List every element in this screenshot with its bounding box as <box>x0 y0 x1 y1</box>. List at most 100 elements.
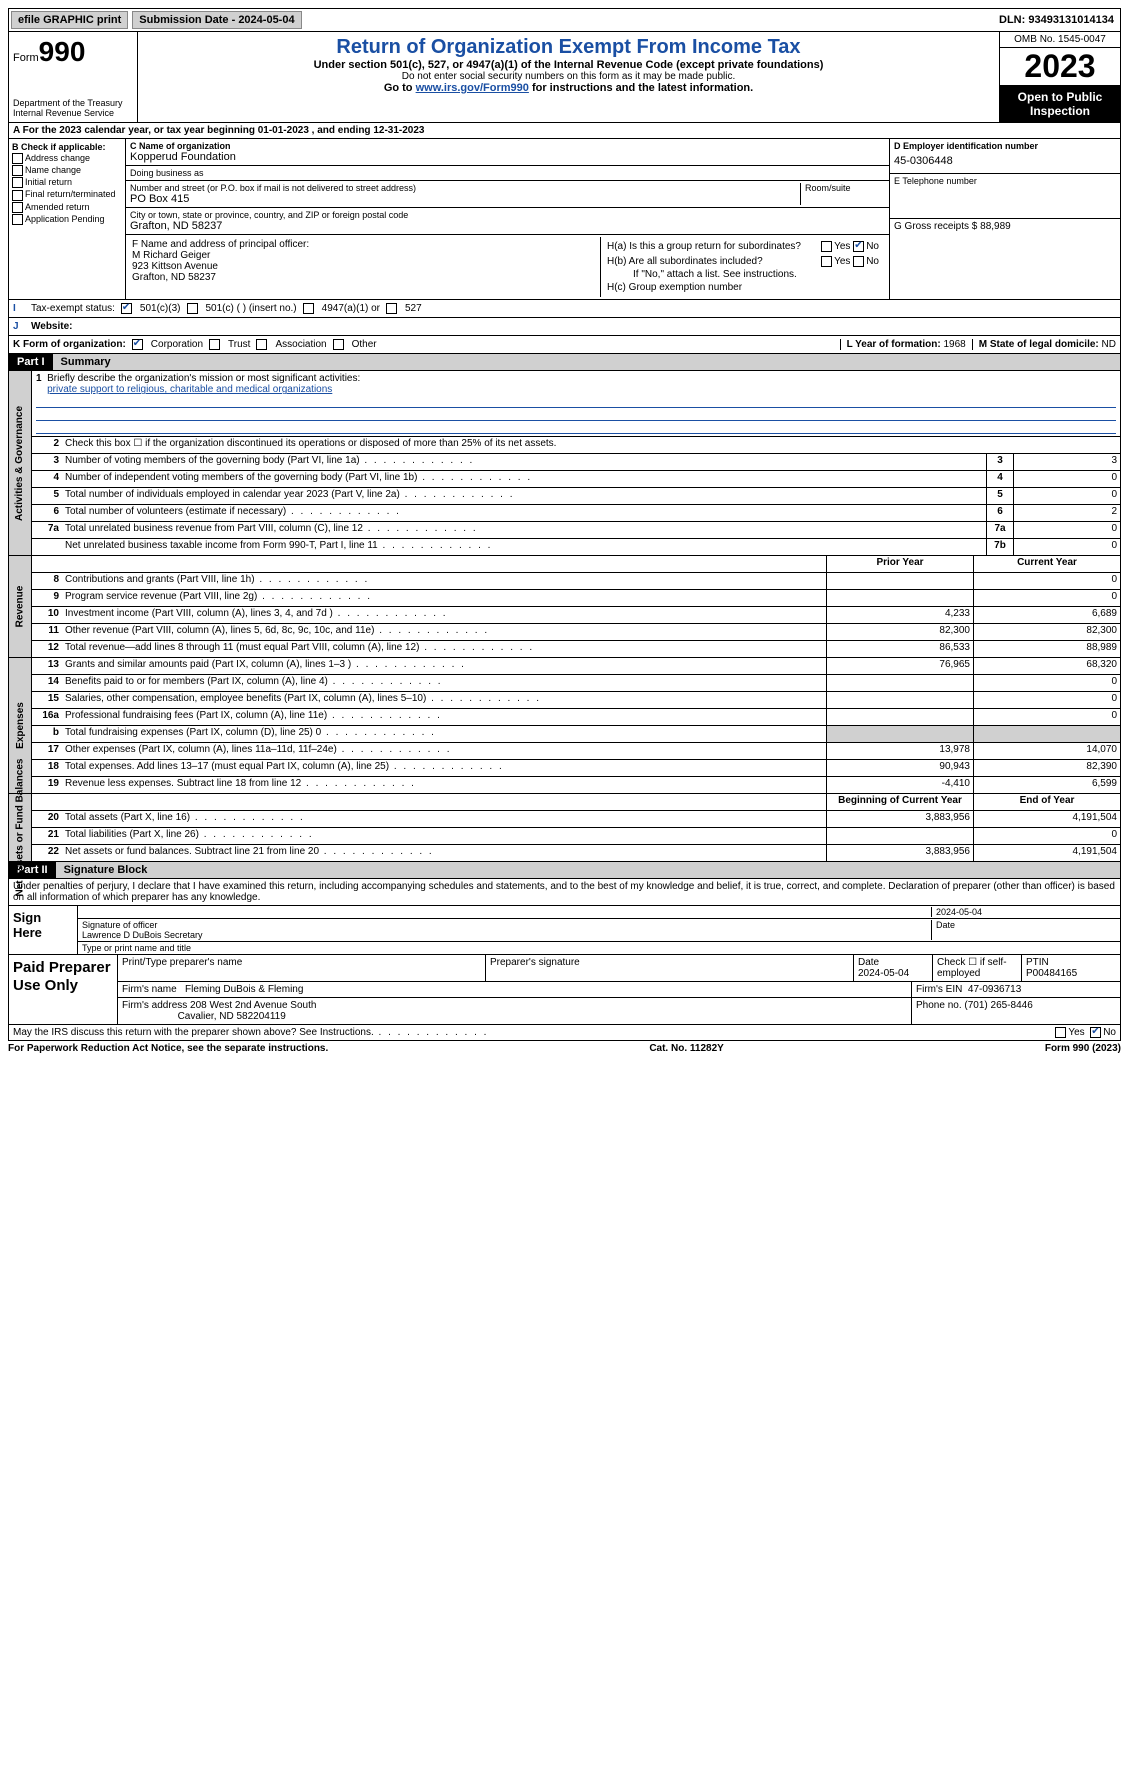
firm-ein: 47-0936713 <box>968 984 1021 995</box>
state-domicile: ND <box>1102 339 1116 350</box>
end-year-header: End of Year <box>973 794 1120 810</box>
efile-print-button[interactable]: efile GRAPHIC print <box>11 11 128 29</box>
section-a-tax-year: A For the 2023 calendar year, or tax yea… <box>8 123 1121 139</box>
initial-return-checkbox[interactable] <box>12 177 23 188</box>
form-number: 990 <box>39 36 86 67</box>
form-title: Return of Organization Exempt From Incom… <box>142 36 995 59</box>
officer-name: M Richard Geiger <box>132 250 598 261</box>
sign-date: 2024-05-04 <box>931 907 1116 917</box>
application-pending-checkbox[interactable] <box>12 214 23 225</box>
firm-addr1: 208 West 2nd Avenue South <box>190 1000 316 1011</box>
table-row: 4Number of independent voting members of… <box>32 471 1120 488</box>
prep-sig-header: Preparer's signature <box>486 955 854 981</box>
irs-link[interactable]: www.irs.gov/Form990 <box>416 82 529 94</box>
501c-checkbox[interactable] <box>187 303 198 314</box>
table-row: 17Other expenses (Part IX, column (A), l… <box>32 743 1120 760</box>
netassets-vlabel: Net Assets or Fund Balances <box>9 794 32 861</box>
table-row: 9Program service revenue (Part VIII, lin… <box>32 590 1120 607</box>
table-row: 13Grants and similar amounts paid (Part … <box>32 658 1120 675</box>
website-row: J Website: <box>8 318 1121 336</box>
table-row: 7aTotal unrelated business revenue from … <box>32 522 1120 539</box>
tax-exempt-label: Tax-exempt status: <box>31 303 115 314</box>
527-checkbox[interactable] <box>386 303 397 314</box>
dba-label: Doing business as <box>130 168 885 178</box>
governance-vlabel: Activities & Governance <box>9 371 32 555</box>
tax-year: 2023 <box>1000 48 1120 86</box>
firm-addr2: Cavalier, ND 582204119 <box>178 1011 286 1022</box>
address-label: Number and street (or P.O. box if mail i… <box>130 183 796 193</box>
form-prefix: Form <box>13 52 39 64</box>
col-f-label: F Name and address of principal officer: <box>132 239 598 250</box>
form-header: Form990 Department of the Treasury Inter… <box>8 32 1121 123</box>
address-change-checkbox[interactable] <box>12 153 23 164</box>
table-row: 5Total number of individuals employed in… <box>32 488 1120 505</box>
firm-name: Fleming DuBois & Fleming <box>185 984 303 995</box>
website-label: Website: <box>31 321 73 332</box>
room-label: Room/suite <box>805 183 885 193</box>
table-row: Net unrelated business taxable income fr… <box>32 539 1120 555</box>
department-label: Department of the Treasury Internal Reve… <box>13 98 133 118</box>
discuss-no-checkbox[interactable] <box>1090 1027 1101 1038</box>
form-id-box: Form990 Department of the Treasury Inter… <box>9 32 138 122</box>
hb-yes-checkbox[interactable] <box>821 256 832 267</box>
501c3-checkbox[interactable] <box>121 303 132 314</box>
table-row: bTotal fundraising expenses (Part IX, co… <box>32 726 1120 743</box>
association-checkbox[interactable] <box>256 339 267 350</box>
col-b-label: B Check if applicable: <box>12 142 122 152</box>
final-return-checkbox[interactable] <box>12 190 23 201</box>
trust-checkbox[interactable] <box>209 339 220 350</box>
firm-phone: (701) 265-8446 <box>964 1000 1032 1011</box>
open-to-public-label: Open to Public Inspection <box>1000 86 1120 122</box>
hc-label: H(c) Group exemption number <box>607 282 742 293</box>
4947-checkbox[interactable] <box>303 303 314 314</box>
mission-label: Briefly describe the organization's miss… <box>47 373 360 384</box>
ha-no-checkbox[interactable] <box>853 241 864 252</box>
discuss-text: May the IRS discuss this return with the… <box>13 1027 374 1038</box>
table-row: 16aProfessional fundraising fees (Part I… <box>32 709 1120 726</box>
other-checkbox[interactable] <box>333 339 344 350</box>
org-name: Kopperud Foundation <box>130 151 885 163</box>
org-address: PO Box 415 <box>130 193 796 205</box>
table-row: 10Investment income (Part VIII, column (… <box>32 607 1120 624</box>
title-box: Return of Organization Exempt From Incom… <box>138 32 999 122</box>
ein-value: 45-0306448 <box>894 151 1116 171</box>
ssn-note: Do not enter social security numbers on … <box>142 71 995 82</box>
revenue-section: Revenue Prior Year Current Year 8Contrib… <box>8 556 1121 658</box>
part1-tag: Part I <box>9 354 53 370</box>
part1-header: Part I Summary <box>8 354 1121 371</box>
col-b-checkboxes: B Check if applicable: Address change Na… <box>9 139 126 299</box>
form-of-org-row: K Form of organization: Corporation Trus… <box>8 336 1121 354</box>
goto-prefix: Go to <box>384 82 416 94</box>
hb-no-checkbox[interactable] <box>853 256 864 267</box>
corporation-checkbox[interactable] <box>132 339 143 350</box>
top-bar: efile GRAPHIC print Submission Date - 20… <box>8 8 1121 32</box>
city-label: City or town, state or province, country… <box>130 210 885 220</box>
officer-signature: Lawrence D DuBois Secretary <box>82 930 203 940</box>
discuss-yes-checkbox[interactable] <box>1055 1027 1066 1038</box>
form-subtitle: Under section 501(c), 527, or 4947(a)(1)… <box>142 59 995 71</box>
begin-year-header: Beginning of Current Year <box>826 794 973 810</box>
footer: For Paperwork Reduction Act Notice, see … <box>8 1041 1121 1056</box>
goto-suffix: for instructions and the latest informat… <box>529 82 753 94</box>
ptin-value: P00484165 <box>1026 968 1077 979</box>
prior-year-header: Prior Year <box>826 556 973 572</box>
date-label: Date <box>931 920 1116 940</box>
table-row: 8Contributions and grants (Part VIII, li… <box>32 573 1120 590</box>
self-employed-label: Check ☐ if self-employed <box>933 955 1022 981</box>
part2-title: Signature Block <box>56 862 1120 878</box>
hb-label: H(b) Are all subordinates included? <box>607 256 763 267</box>
col-c-name-label: C Name of organization <box>130 141 231 151</box>
ha-yes-checkbox[interactable] <box>821 241 832 252</box>
paid-preparer-block: Paid Preparer Use Only Print/Type prepar… <box>8 955 1121 1025</box>
cat-no: Cat. No. 11282Y <box>649 1043 723 1054</box>
formorg-label: K Form of organization: <box>13 339 126 350</box>
governance-section: Activities & Governance 1 Briefly descri… <box>8 371 1121 556</box>
table-row: 3Number of voting members of the governi… <box>32 454 1120 471</box>
expenses-section: Expenses 13Grants and similar amounts pa… <box>8 658 1121 794</box>
table-row: 20Total assets (Part X, line 16)3,883,95… <box>32 811 1120 828</box>
name-change-checkbox[interactable] <box>12 165 23 176</box>
amended-return-checkbox[interactable] <box>12 202 23 213</box>
sign-here-label: Sign Here <box>9 906 78 954</box>
tax-exempt-row: I Tax-exempt status: 501(c)(3) 501(c) ( … <box>8 300 1121 318</box>
mission-text: private support to religious, charitable… <box>47 384 332 395</box>
